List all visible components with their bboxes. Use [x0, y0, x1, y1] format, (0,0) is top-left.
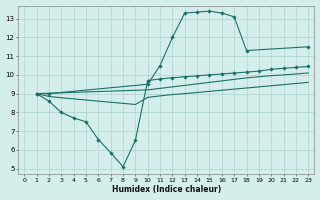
- X-axis label: Humidex (Indice chaleur): Humidex (Indice chaleur): [112, 185, 221, 194]
